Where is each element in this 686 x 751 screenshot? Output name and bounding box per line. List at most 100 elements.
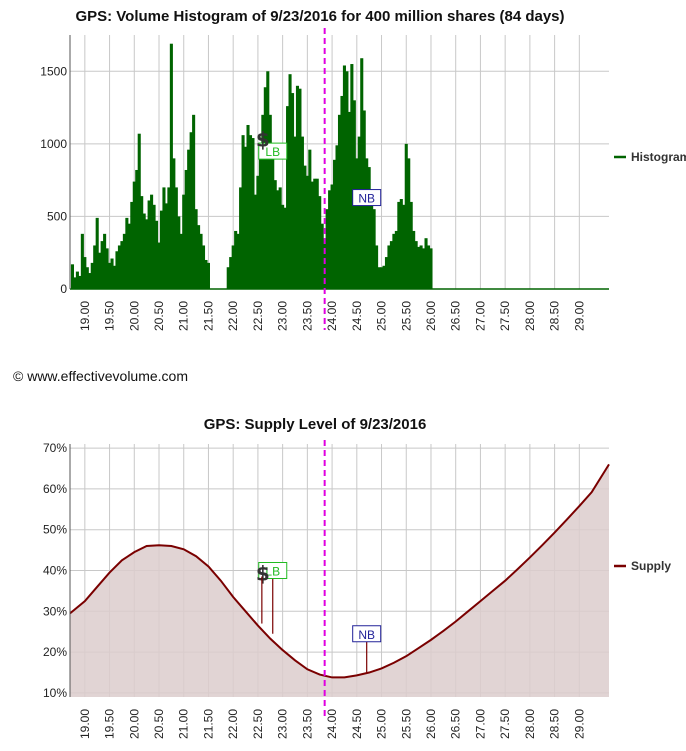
- histogram-bar: [132, 181, 136, 289]
- histogram-bar: [288, 74, 292, 289]
- histogram-bar: [197, 225, 201, 289]
- histogram-bar: [295, 85, 300, 289]
- y-tick-label: 30%: [43, 604, 67, 618]
- y-tick-label: 0: [60, 282, 67, 296]
- supply-area: [70, 464, 609, 697]
- x-tick-label: 26.50: [449, 709, 463, 739]
- histogram-bar: [73, 277, 77, 289]
- histogram-bar: [162, 187, 166, 289]
- nb-marker-box: [352, 625, 382, 643]
- histogram-bar: [100, 241, 104, 289]
- y-tick-label: 20%: [43, 645, 67, 659]
- histogram-bar: [103, 233, 107, 289]
- copyright-text[interactable]: © www.effectivevolume.com: [13, 368, 189, 384]
- histogram-bar: [246, 124, 250, 289]
- x-tick-label: 24.00: [325, 301, 339, 331]
- x-tick-label: 27.00: [473, 301, 487, 331]
- x-tick-label: 19.00: [78, 709, 92, 739]
- y-tick-label: 70%: [43, 441, 67, 455]
- histogram-bar: [375, 245, 379, 289]
- histogram-bar: [229, 257, 233, 289]
- histogram-bar: [360, 58, 364, 290]
- histogram-bar: [108, 262, 112, 289]
- x-tick-label: 25.00: [375, 301, 389, 331]
- histogram-bar: [389, 241, 393, 289]
- x-tick-label: 24.00: [325, 709, 339, 739]
- histogram-bar: [342, 65, 346, 289]
- histogram-bar: [330, 184, 334, 289]
- histogram-bar: [355, 158, 359, 289]
- histogram-bar: [192, 114, 196, 289]
- histogram-bar: [147, 200, 151, 289]
- histogram-bar: [382, 265, 386, 289]
- histogram-bar: [256, 175, 260, 289]
- histogram-bar: [337, 114, 342, 289]
- histogram-bar: [78, 275, 82, 289]
- x-tick-label: 29.00: [572, 709, 586, 739]
- x-tick-label: 23.50: [300, 301, 314, 331]
- histogram-bar: [414, 241, 418, 289]
- nb-marker-label: NB: [358, 628, 375, 642]
- histogram-bar: [281, 204, 285, 289]
- histogram-bar: [328, 190, 332, 289]
- y-tick-label: 1500: [40, 64, 67, 78]
- x-tick-label: 21.50: [201, 301, 215, 331]
- histogram-bar: [271, 158, 275, 289]
- histogram-bar: [305, 175, 309, 289]
- histogram-bar: [387, 245, 391, 289]
- histogram-bar: [303, 165, 307, 289]
- histogram-bar: [231, 245, 235, 289]
- x-tick-label: 22.50: [251, 709, 265, 739]
- histogram-bar: [315, 178, 319, 289]
- histogram-bar: [83, 257, 87, 289]
- histogram-bar: [372, 209, 376, 289]
- histogram-bar: [112, 265, 117, 289]
- histogram-bar: [204, 259, 208, 289]
- x-tick-label: 25.00: [375, 709, 389, 739]
- dollar-marker: $: [256, 562, 270, 586]
- histogram-bar: [283, 207, 287, 289]
- histogram-bar: [167, 187, 171, 289]
- histogram-bar: [189, 132, 193, 289]
- histogram-bar: [258, 145, 262, 289]
- lb-marker-label: LB: [265, 565, 280, 579]
- x-tick-label: 28.00: [523, 301, 537, 331]
- x-tick-label: 21.00: [177, 301, 191, 331]
- histogram-bar: [226, 267, 230, 289]
- histogram-bar: [177, 216, 181, 289]
- lb-marker-box: [258, 562, 288, 579]
- histogram-bar: [394, 230, 398, 289]
- x-tick-label: 23.00: [276, 709, 290, 739]
- histogram-bar: [286, 106, 290, 290]
- x-tick-label: 27.50: [498, 301, 512, 331]
- histogram-bar: [298, 88, 302, 290]
- histogram-bar: [236, 233, 240, 289]
- y-tick-label: 40%: [43, 564, 67, 578]
- histogram-bar: [241, 135, 245, 289]
- histogram-bar: [345, 71, 349, 290]
- histogram-bar: [194, 209, 198, 289]
- histogram-bar: [417, 246, 421, 289]
- histogram-bar: [273, 180, 277, 289]
- histogram-bar: [261, 114, 265, 289]
- histogram-bar: [325, 209, 329, 289]
- x-tick-label: 26.50: [449, 301, 463, 331]
- histogram-bar: [251, 138, 255, 289]
- histogram-bar: [206, 262, 210, 289]
- histogram-bar: [409, 201, 413, 289]
- histogram-bar: [377, 267, 381, 289]
- histogram-bar: [174, 187, 178, 289]
- x-tick-label: 19.50: [103, 301, 117, 331]
- dollar-marker: $: [256, 128, 270, 152]
- histogram-bar: [429, 248, 433, 289]
- x-tick-label: 22.50: [251, 301, 265, 331]
- histogram-bar: [320, 223, 324, 289]
- histogram-bar: [263, 87, 267, 289]
- histogram-bar: [105, 248, 109, 289]
- histogram-bar: [201, 245, 206, 289]
- histogram-bar: [276, 190, 280, 289]
- histogram-bar: [98, 252, 102, 289]
- y-tick-label: 10%: [43, 686, 67, 700]
- histogram-bar: [419, 245, 423, 289]
- histogram-bar: [357, 136, 361, 289]
